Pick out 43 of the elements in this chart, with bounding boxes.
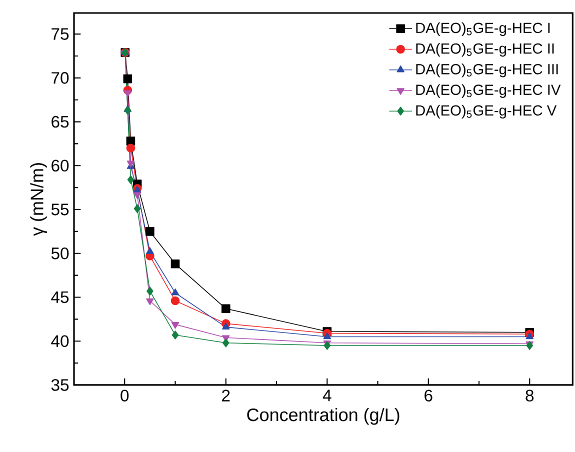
y-tick-label: 45 — [51, 291, 69, 304]
legend-label: DA(EO)$_{5}$GE-g-HEC I — [416, 22, 550, 36]
point — [172, 330, 179, 340]
x-tick-label: 0 — [120, 390, 129, 402]
point — [146, 227, 154, 236]
point — [171, 322, 180, 329]
point — [221, 304, 230, 314]
point — [324, 341, 331, 350]
y-tick-label: 55 — [51, 204, 69, 216]
legend-label: DA(EO)$_{5}$GE-g-HEC II — [416, 42, 554, 57]
point — [134, 204, 141, 214]
x-axis-title: Concentration (g/L) — [247, 408, 400, 425]
point — [124, 90, 132, 98]
y-tick-label: 40 — [51, 335, 69, 348]
y-tick-label: 50 — [51, 247, 69, 260]
legend-label: DA(EO)$_{5}$GE-g-HEC V — [416, 104, 557, 118]
y-axis-title: γ (mN/m) — [30, 163, 47, 236]
point — [171, 288, 180, 296]
point — [323, 332, 331, 340]
point — [146, 247, 154, 254]
point — [133, 192, 142, 199]
point — [123, 74, 132, 84]
point — [126, 144, 136, 152]
y-tick-label: 70 — [52, 72, 69, 84]
legend-label: DA(EO)$_{5}$GE-g-HEC IV — [416, 84, 561, 98]
point — [146, 286, 154, 296]
point — [222, 338, 230, 348]
y-tick-label: 60 — [52, 160, 69, 172]
point — [124, 106, 132, 115]
point — [127, 175, 134, 184]
point — [170, 260, 180, 268]
point — [222, 322, 230, 330]
point — [170, 296, 180, 306]
y-tick-label: 35 — [51, 379, 69, 391]
point — [526, 332, 534, 340]
legend-label: DA(EO)$_{5}$GE-g-HEC III — [416, 64, 558, 78]
x-tick-label: 8 — [526, 390, 534, 402]
x-tick-label: 6 — [424, 390, 432, 402]
y-tick-label: 65 — [52, 116, 69, 128]
x-tick-label: 2 — [222, 390, 230, 402]
y-tick-label: 75 — [52, 28, 69, 40]
x-tick-label: 4 — [322, 390, 332, 402]
point — [146, 298, 154, 306]
